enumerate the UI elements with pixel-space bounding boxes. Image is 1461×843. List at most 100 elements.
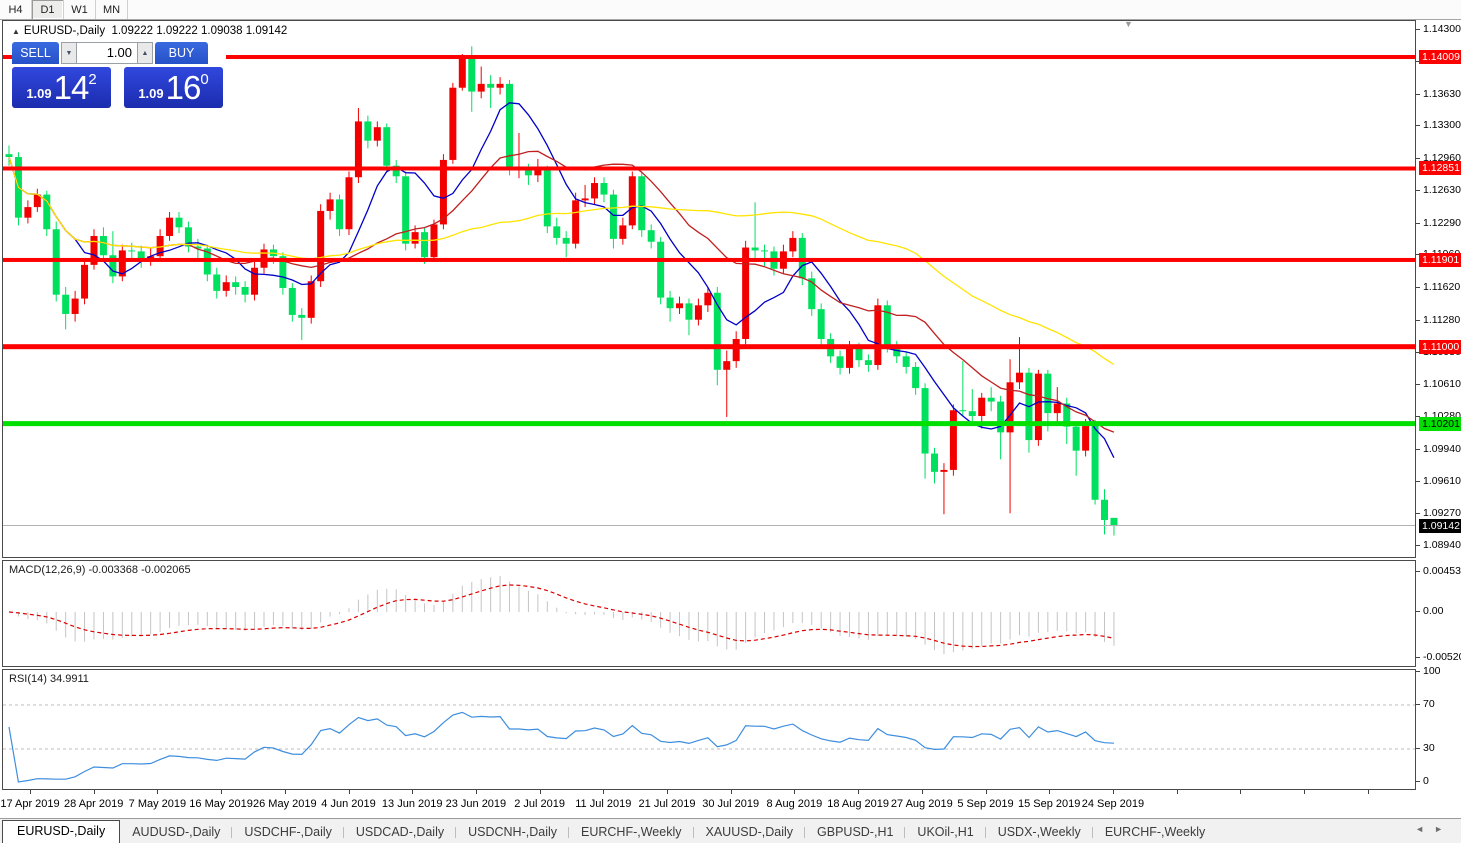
- price-chart-panel[interactable]: [2, 20, 1416, 558]
- chart-tab-bar: EURUSD-,Daily AUDUSD-,Daily USDCHF-,Daily U…: [0, 818, 1461, 843]
- date-label: 24 Sep 2019: [1081, 798, 1145, 810]
- axis-tick: [1416, 513, 1420, 515]
- tab-usdcad-daily[interactable]: USDCAD-,Daily: [344, 822, 457, 843]
- axis-tick: [1416, 287, 1420, 288]
- date-tick: [1176, 790, 1178, 794]
- date-label: 17 Apr 2019: [0, 798, 60, 810]
- date-tick: [539, 790, 541, 794]
- date-label: 21 Jul 2019: [638, 798, 696, 810]
- date-label: 13 Jun 2019: [381, 798, 443, 810]
- axis-price-label: -0.005205: [1423, 651, 1461, 663]
- date-label: 16 May 2019: [189, 798, 253, 810]
- price-chart-canvas[interactable]: [3, 21, 1415, 557]
- axis-price-label: 1.13630: [1423, 87, 1461, 100]
- collapse-icon[interactable]: ▲: [12, 27, 20, 36]
- buy-price-pips: 16: [165, 68, 202, 106]
- tab-scroll-nav: ◄►: [1415, 824, 1453, 834]
- buy-price-point: 0: [200, 71, 209, 88]
- date-tick: [284, 790, 286, 794]
- date-tick: [475, 790, 477, 794]
- tab-eurchf-weekly[interactable]: EURCHF-,Weekly: [569, 822, 694, 843]
- sell-button[interactable]: SELL: [12, 42, 59, 64]
- axis-price-label: 1.09610: [1423, 474, 1461, 487]
- tab-list: EURUSD-,Daily AUDUSD-,Daily USDCHF-,Daily U…: [0, 820, 1217, 843]
- axis-price-label: 1.14300: [1423, 23, 1461, 35]
- axis-tick: [1416, 448, 1420, 450]
- axis-price-label: 1.11620: [1423, 281, 1461, 293]
- date-tick: [93, 790, 95, 794]
- axis-price-label: 1.12290: [1423, 216, 1461, 229]
- axis-tick: [1416, 254, 1420, 256]
- date-label: 8 Aug 2019: [766, 798, 823, 810]
- date-label: 2 Jul 2019: [514, 798, 565, 810]
- sell-price-button[interactable]: 1.09 14 2: [12, 67, 111, 108]
- tab-usdx-weekly[interactable]: USDX-,Weekly: [986, 822, 1093, 843]
- buy-button[interactable]: BUY: [155, 42, 208, 64]
- date-tick: [730, 790, 732, 794]
- tab-audusd-daily[interactable]: AUDUSD-,Daily: [120, 822, 233, 843]
- date-tick: [921, 790, 923, 794]
- axis-tick: [1416, 189, 1420, 191]
- rsi-panel[interactable]: RSI(14) 34.9911: [2, 669, 1416, 790]
- date-tick: [1049, 790, 1051, 794]
- tab-xauusd-daily[interactable]: XAUUSD-,Daily: [694, 822, 806, 843]
- tab-eurusd-daily[interactable]: EURUSD-,Daily: [2, 820, 121, 843]
- chevron-down-icon: ▼: [65, 49, 73, 57]
- axis-tick: [1416, 93, 1420, 95]
- volume-increase-button[interactable]: ▲: [137, 42, 153, 64]
- timeframe-d1-button[interactable]: D1: [32, 0, 64, 19]
- axis-price-label: 30: [1423, 742, 1435, 754]
- axis-price-label: 1.12960: [1423, 152, 1461, 164]
- axis-tick: [1416, 158, 1420, 159]
- axis-tick: [1416, 60, 1420, 62]
- timeframe-h4-button[interactable]: H4: [0, 0, 32, 19]
- axis-price-badge: 1.10201: [1419, 416, 1461, 431]
- sell-price-pips: 14: [53, 68, 90, 106]
- date-tick: [858, 790, 860, 794]
- macd-panel[interactable]: MACD(12,26,9) -0.003368 -0.002065: [2, 560, 1416, 667]
- axis-tick: [1416, 781, 1420, 782]
- tab-scroll-right-icon[interactable]: ►: [1434, 824, 1453, 834]
- sell-price-point: 2: [88, 71, 97, 88]
- chart-title: ▲ EURUSD-,Daily 1.09222 1.09222 1.09038 1…: [12, 25, 287, 37]
- date-label: 15 Sep 2019: [1017, 798, 1081, 810]
- tab-usdchf-daily[interactable]: USDCHF-,Daily: [232, 822, 344, 843]
- axis-price-label: 1.13300: [1423, 119, 1461, 132]
- chevron-up-icon: ▲: [141, 49, 149, 57]
- tab-eurchf-weekly[interactable]: EURCHF-,Weekly: [1104, 825, 1206, 839]
- timeframe-mn-button[interactable]: MN: [96, 0, 128, 19]
- axis-price-badge: 1.09142: [1419, 518, 1461, 533]
- tab-ukoil-h1[interactable]: UKOil-,H1: [905, 822, 986, 843]
- tab-scroll-left-icon[interactable]: ◄: [1415, 824, 1435, 834]
- volume-input[interactable]: 1.00: [77, 42, 137, 64]
- axis-price-label: 0: [1423, 775, 1429, 787]
- axis-tick: [1416, 416, 1420, 417]
- date-label: 7 May 2019: [128, 798, 187, 810]
- axis-tick: [1416, 480, 1420, 482]
- axis-price-label: 1.08940: [1423, 539, 1461, 551]
- sell-price-base: 1.09: [26, 86, 52, 101]
- axis-tick: [1416, 319, 1420, 321]
- tab-gbpusd-h1[interactable]: GBPUSD-,H1: [805, 822, 906, 843]
- axis-tick: [1416, 611, 1420, 612]
- axis-tick: [1416, 571, 1420, 572]
- timeframe-toolbar: H4 D1 W1 MN: [0, 0, 1461, 20]
- axis-tick: [1416, 125, 1420, 127]
- chart-ohlc-values: 1.09222 1.09222 1.09038 1.09142: [111, 25, 288, 37]
- axis-price-badge: 1.11901: [1419, 252, 1461, 267]
- axis-price-label: 1.12630: [1423, 183, 1461, 196]
- date-tick: [1240, 790, 1242, 794]
- volume-decrease-button[interactable]: ▼: [61, 42, 77, 64]
- date-axis: 17 Apr 2019 28 Apr 2019 7 May 2019 16 May 2…: [0, 790, 1461, 818]
- date-tick: [985, 790, 987, 794]
- tab-usdcnh-daily[interactable]: USDCNH-,Daily: [456, 822, 569, 843]
- axis-price-label: 1.10610: [1423, 378, 1461, 391]
- timeframe-w1-button[interactable]: W1: [64, 0, 96, 19]
- buy-price-button[interactable]: 1.09 16 0: [124, 67, 223, 108]
- axis-price-badge: 1.12851: [1419, 161, 1461, 176]
- date-label: 11 Jul 2019: [575, 798, 632, 810]
- axis-price-badge: 1.11000: [1419, 339, 1461, 354]
- axis-tick: [1416, 657, 1420, 658]
- axis-price-label: 70: [1423, 698, 1435, 710]
- macd-label: MACD(12,26,9) -0.003368 -0.002065: [9, 564, 191, 576]
